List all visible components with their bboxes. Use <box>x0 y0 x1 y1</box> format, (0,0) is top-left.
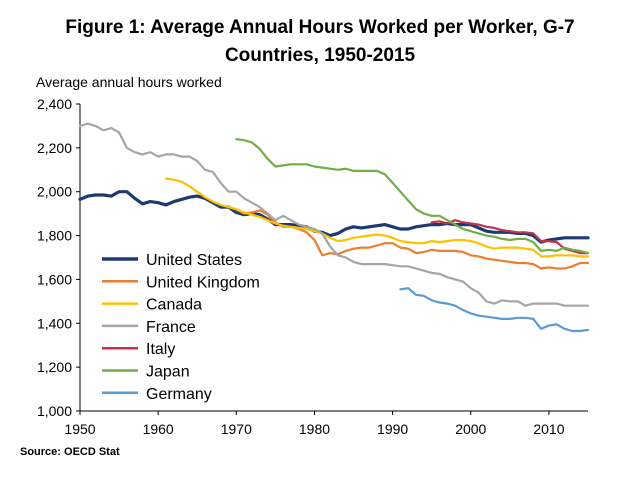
x-tick-label: 2010 <box>533 421 564 437</box>
y-tick-label: 1,000 <box>37 403 72 419</box>
series-line-japan <box>235 138 590 255</box>
y-tick-label: 1,800 <box>37 228 72 244</box>
legend-label-germany: Germany <box>146 386 212 403</box>
series-line-united-states <box>78 190 590 244</box>
chart-title-line-1: Figure 1: Average Annual Hours Worked pe… <box>65 17 575 38</box>
series-lines <box>78 122 590 333</box>
legend-label-united-states: United States <box>146 252 242 269</box>
chart-title: Figure 1: Average Annual Hours Worked pe… <box>20 14 620 70</box>
y-tick-label: 1,200 <box>37 359 72 375</box>
series-line-germany <box>399 287 590 333</box>
y-tick-label: 1,600 <box>37 271 72 287</box>
legend: United States United Kingdom Canada France I… <box>102 252 260 403</box>
legend-label-united-kingdom: United Kingdom <box>146 274 260 291</box>
axes: 1,000 1,200 1,400 1,600 1,800 2,000 2,200 2,400… <box>37 96 588 437</box>
y-tick-label: 1,400 <box>37 315 72 331</box>
series-line-canada <box>164 177 590 258</box>
x-tick-label: 1980 <box>299 421 330 437</box>
y-axis-label: Average annual hours worked <box>36 74 222 90</box>
series-line-italy <box>430 219 590 255</box>
legend-label-italy: Italy <box>146 341 175 358</box>
y-tick-label: 2,400 <box>37 96 72 112</box>
x-tick-label: 1960 <box>143 421 174 437</box>
chart-title-line-2: Countries, 1950-2015 <box>224 45 416 66</box>
x-tick-label: 1990 <box>377 421 408 437</box>
x-tick-label: 2000 <box>455 421 486 437</box>
legend-label-japan: Japan <box>146 364 190 381</box>
y-tick-label: 2,000 <box>37 184 72 200</box>
x-tick-label: 1950 <box>64 421 95 437</box>
x-tick-label: 1970 <box>221 421 252 437</box>
legend-label-canada: Canada <box>146 297 202 314</box>
legend-label-france: France <box>146 319 196 336</box>
series-line-france <box>78 122 590 307</box>
y-tick-label: 2,200 <box>37 140 72 156</box>
source-note: Source: OECD Stat <box>20 446 120 458</box>
